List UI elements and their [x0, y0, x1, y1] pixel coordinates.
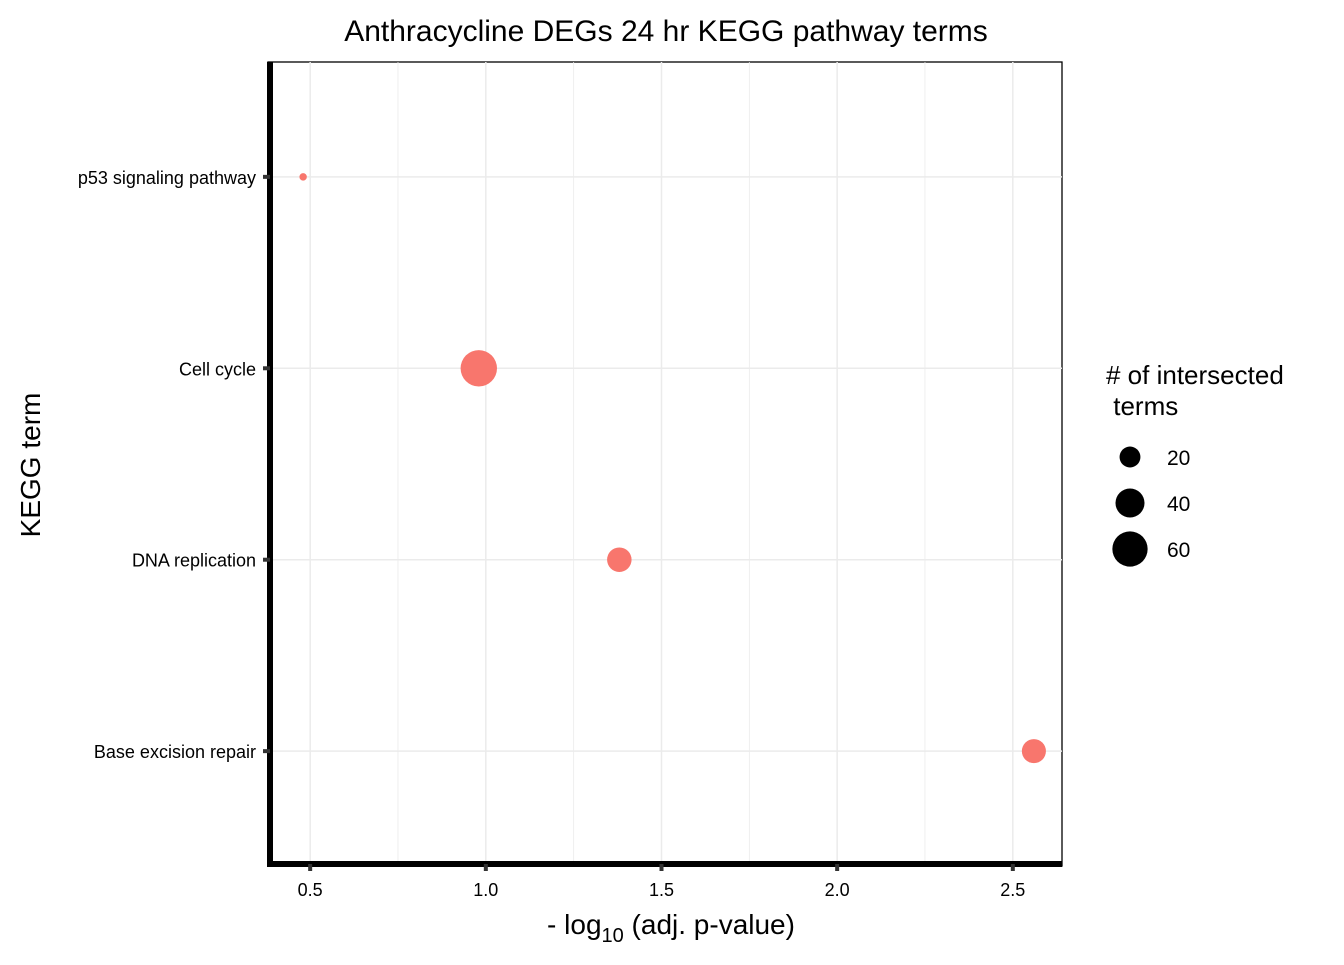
x-tick-label: 0.5 [298, 880, 323, 900]
data-points [299, 173, 1046, 764]
chart-title: Anthracycline DEGs 24 hr KEGG pathway te… [344, 15, 988, 48]
size-legend: # of intersected terms 20 40 60 [1106, 360, 1284, 567]
y-tick-label: Cell cycle [179, 359, 256, 379]
data-point [607, 547, 632, 572]
legend-key-label: 40 [1167, 493, 1190, 516]
y-axis: p53 signaling pathway Cell cycle DNA repli… [78, 168, 270, 762]
gridlines [268, 62, 1062, 866]
legend-key-dot [1112, 531, 1148, 567]
y-axis-title: KEGG term [15, 393, 46, 538]
legend-key-label: 20 [1167, 447, 1190, 470]
data-point [460, 350, 497, 387]
plot-panel [267, 61, 1063, 867]
legend-key-dot [1119, 446, 1141, 468]
x-axis-title: - log10 (adj. p-value) [547, 909, 795, 947]
data-point [299, 173, 307, 181]
legend-key-label: 60 [1167, 539, 1190, 562]
legend-keys: 20 40 60 [1112, 446, 1190, 567]
data-point [1021, 739, 1046, 764]
x-tick-label: 2.5 [1000, 880, 1025, 900]
legend-key-dot [1115, 488, 1145, 518]
legend-title: # of intersected terms [1106, 360, 1284, 421]
x-tick-label: 1.0 [473, 880, 498, 900]
x-tick-label: 2.0 [825, 880, 850, 900]
x-axis: 0.5 1.0 1.5 2.0 2.5 [298, 864, 1025, 900]
x-tick-label: 1.5 [649, 880, 674, 900]
y-tick-label: DNA replication [132, 551, 256, 571]
y-tick-label: Base excision repair [94, 742, 256, 762]
y-tick-label: p53 signaling pathway [78, 168, 256, 188]
